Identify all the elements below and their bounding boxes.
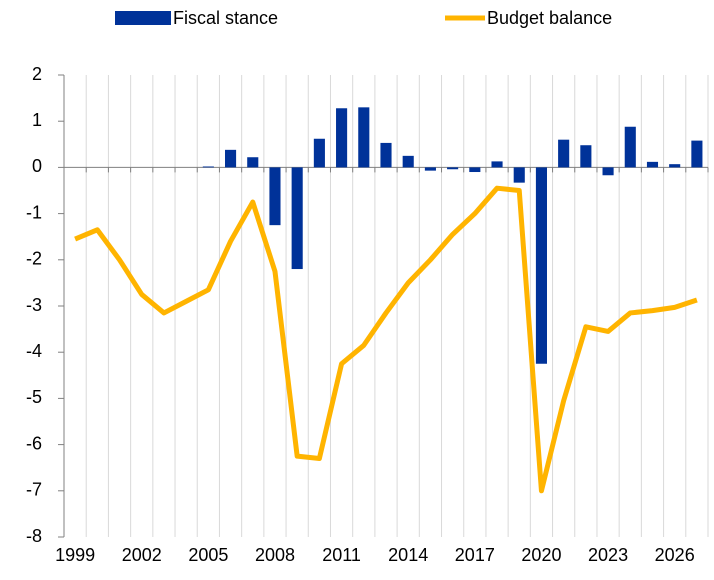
bar xyxy=(225,149,237,168)
y-tick-label: 2 xyxy=(32,64,42,84)
bar xyxy=(646,161,659,168)
bar xyxy=(491,161,503,168)
bar xyxy=(691,140,703,168)
legend-swatch xyxy=(115,11,171,25)
x-tick-label: 2017 xyxy=(455,545,495,565)
bar xyxy=(447,167,459,170)
y-tick-label: -1 xyxy=(26,202,42,222)
bar xyxy=(624,126,636,168)
y-tick-label: -4 xyxy=(26,341,42,361)
bar xyxy=(313,138,325,168)
x-tick-label: 2020 xyxy=(521,545,561,565)
y-tick-label: -7 xyxy=(26,480,42,500)
bar xyxy=(380,142,392,168)
line xyxy=(74,185,698,494)
bar xyxy=(602,167,614,176)
y-tick-label: 0 xyxy=(32,156,42,176)
bar xyxy=(513,167,525,183)
bar xyxy=(336,108,348,168)
bar xyxy=(535,167,547,364)
x-tick-label: 2002 xyxy=(122,545,162,565)
bar xyxy=(424,167,436,171)
bar xyxy=(580,145,592,168)
legend-label: Budget balance xyxy=(487,8,612,28)
bar xyxy=(558,139,570,168)
bar xyxy=(469,167,481,173)
x-tick-label: 1999 xyxy=(55,545,95,565)
legend-label: Fiscal stance xyxy=(173,8,278,28)
bar xyxy=(202,166,214,168)
bar xyxy=(269,167,281,226)
x-tick-label: 2023 xyxy=(588,545,628,565)
bar xyxy=(402,155,414,168)
y-tick-label: 1 xyxy=(32,110,42,130)
bar xyxy=(247,157,259,168)
x-tick-label: 2014 xyxy=(388,545,428,565)
y-tick-label: -8 xyxy=(26,526,42,546)
x-tick-label: 2005 xyxy=(188,545,228,565)
x-tick-label: 2011 xyxy=(322,545,361,565)
x-tick-label: 2026 xyxy=(655,545,695,565)
y-tick-label: -6 xyxy=(26,433,42,453)
bar xyxy=(669,164,681,168)
bar xyxy=(291,167,303,270)
bar xyxy=(358,107,370,168)
y-tick-label: -2 xyxy=(26,249,42,269)
y-tick-label: -3 xyxy=(26,295,42,315)
x-tick-label: 2008 xyxy=(255,545,295,565)
y-tick-label: -5 xyxy=(26,387,42,407)
